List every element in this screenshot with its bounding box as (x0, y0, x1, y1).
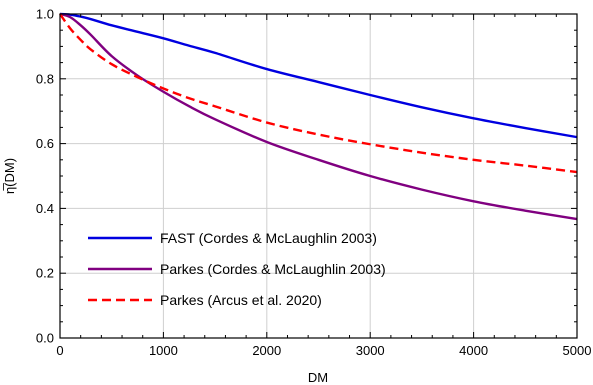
series-layer (59, 12, 578, 221)
series-line-2 (59, 12, 578, 221)
grid (59, 13, 578, 339)
x-tick-label: 2000 (252, 343, 281, 358)
y-tick-label: 0.8 (36, 71, 54, 86)
series-line-1 (59, 12, 578, 139)
x-tick-label: 3000 (356, 343, 385, 358)
x-tick-label: 0 (56, 343, 63, 358)
legend-label-1: FAST (Cordes & McLaughlin 2003) (160, 230, 377, 246)
x-tick-label: 1000 (149, 343, 178, 358)
legend-label-3: Parkes (Arcus et al. 2020) (160, 292, 322, 308)
y-axis-title: η̅(DM) (2, 158, 17, 194)
legend: FAST (Cordes & McLaughlin 2003) Parkes (C… (88, 230, 386, 308)
series-line-3 (59, 13, 578, 174)
ticks (59, 13, 578, 339)
y-tick-label: 1.0 (36, 7, 54, 22)
tick-labels: 0 1000 2000 3000 4000 5000 0.0 0.2 0.4 0.6 0.8 1.0 (36, 7, 592, 359)
plot-frame (59, 13, 578, 339)
y-tick-label: 0.0 (36, 331, 54, 346)
y-tick-label: 0.2 (36, 266, 54, 281)
x-axis-title: DM (308, 370, 328, 385)
legend-label-2: Parkes (Cordes & McLaughlin 2003) (160, 261, 386, 277)
x-tick-label: 5000 (563, 343, 592, 358)
y-tick-label: 0.6 (36, 136, 54, 151)
y-tick-label: 0.4 (36, 201, 54, 216)
x-tick-label: 4000 (459, 343, 488, 358)
